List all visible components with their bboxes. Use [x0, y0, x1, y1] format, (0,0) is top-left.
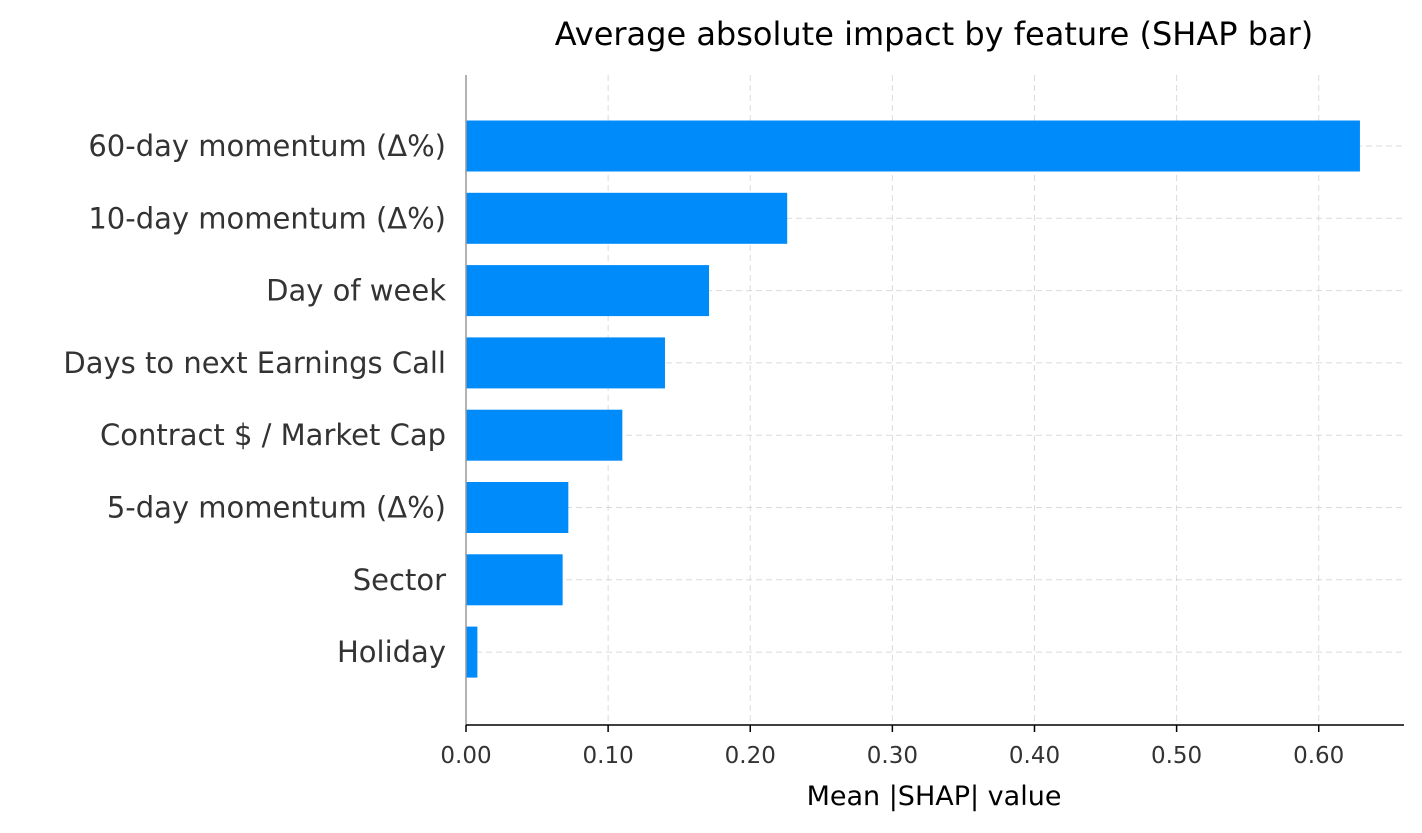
- bar-3: [466, 337, 665, 389]
- bars-layer: [466, 120, 1360, 678]
- axes-layer: [465, 75, 1404, 732]
- bar-6: [466, 554, 563, 606]
- x-tick-label: 0.50: [1151, 743, 1202, 769]
- x-tick-label: 0.60: [1293, 743, 1344, 769]
- x-axis-label: Mean |SHAP| value: [807, 781, 1062, 812]
- grid-layer: [466, 75, 1404, 725]
- bar-0: [466, 120, 1360, 172]
- bar-7: [466, 626, 478, 678]
- category-label: 5-day momentum (Δ%): [107, 491, 446, 525]
- category-label: Day of week: [266, 274, 446, 308]
- category-label: Sector: [353, 563, 446, 597]
- x-tick-label: 0.10: [583, 743, 634, 769]
- bar-4: [466, 409, 623, 461]
- x-tick-label: 0.30: [867, 743, 918, 769]
- bar-5: [466, 482, 569, 533]
- category-label: 60-day momentum (Δ%): [88, 129, 446, 163]
- bar-2: [466, 265, 710, 317]
- labels-layer: 0.00 0.10 0.20 0.30 0.40 0.50 0.60 60-day momen…: [63, 129, 1344, 769]
- x-tick-label: 0.00: [440, 743, 491, 769]
- category-label: Holiday: [337, 635, 446, 669]
- category-label: Contract $ / Market Cap: [100, 418, 446, 452]
- chart-title: Average absolute impact by feature (SHAP…: [555, 15, 1314, 53]
- x-tick-label: 0.40: [1009, 743, 1060, 769]
- x-tick-label: 0.20: [725, 743, 776, 769]
- category-label: Days to next Earnings Call: [63, 346, 446, 380]
- bar-1: [466, 192, 788, 244]
- category-label: 10-day momentum (Δ%): [88, 201, 446, 235]
